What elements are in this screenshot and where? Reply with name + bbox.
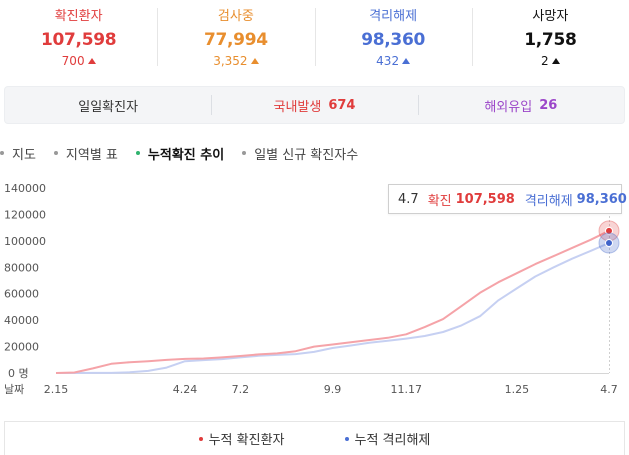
stat-testing: 검사중 77,994 3,352	[157, 0, 314, 76]
y-tick-label: 40000	[4, 314, 39, 327]
x-tick-label: 4.24	[173, 383, 198, 396]
cumulative-chart: 20000 40000 60000 80000 100000 120000 140000 0 …	[4, 182, 620, 396]
y-tick-label: 140000	[4, 182, 46, 195]
tooltip-confirmed-label: 확진	[427, 193, 452, 209]
tab-daily-new[interactable]: 일별 신규 확진자수	[242, 143, 358, 163]
y-tick-label: 60000	[4, 288, 39, 301]
daily-cases-bar: 일일확진자 국내발생 674 해외유입 26	[4, 86, 625, 124]
tab-label: 지도	[12, 147, 36, 163]
chart-tooltip: 4.7 확진 107,598 격리해제 98,360	[388, 184, 627, 214]
domestic-value: 674	[328, 97, 356, 113]
stat-label: 사망자	[532, 9, 569, 24]
y-tick-label: 120000	[4, 208, 46, 221]
domestic-label: 국내발생	[273, 99, 322, 115]
stat-delta: 432	[315, 54, 472, 68]
confirmed-end-point	[605, 226, 613, 235]
chart-tabs: 지도 지역별 표 누적확진 추이 일별 신규 확진자수	[0, 143, 376, 163]
bullet-icon	[0, 151, 4, 155]
x-tick-label: 7.2	[232, 383, 250, 396]
chart-legend: 누적 확진환자 누적 격리해제	[4, 421, 625, 455]
legend-dot-icon	[344, 436, 349, 441]
tab-label: 지역별 표	[65, 147, 118, 163]
stat-released: 격리해제 98,360 432	[314, 0, 472, 76]
delta-value: 2	[541, 54, 549, 68]
tab-map[interactable]: 지도	[0, 143, 36, 163]
bullet-icon	[135, 151, 140, 155]
overseas-label: 해외유입	[484, 99, 533, 115]
daily-label: 일일확진자	[5, 87, 211, 123]
stat-value: 1,758	[524, 30, 577, 50]
x-tick-label: 11.17	[390, 383, 422, 396]
stat-confirmed: 확진환자 107,598 700	[0, 0, 157, 76]
stat-value: 77,994	[203, 30, 268, 50]
stat-label: 확진환자	[54, 9, 103, 24]
tab-cumulative-trend[interactable]: 누적확진 추이	[135, 143, 225, 163]
stat-label: 검사중	[217, 9, 254, 24]
legend-confirmed[interactable]: 누적 확진환자	[198, 429, 285, 448]
tooltip-confirmed-value: 107,598	[455, 191, 515, 207]
legend-dot-icon	[198, 436, 203, 441]
stat-label: 격리해제	[369, 9, 418, 24]
stats-summary: 확진환자 107,598 700 검사중 77,994 3,352 격리해제 9…	[0, 0, 629, 76]
up-triangle-icon	[551, 58, 560, 64]
stat-delta: 2	[472, 54, 629, 68]
confirmed-series-line	[55, 229, 610, 374]
bullet-icon	[53, 151, 58, 155]
tooltip-date: 4.7	[398, 191, 419, 207]
y-tick-label: 0 명	[8, 367, 29, 380]
overseas-value: 26	[539, 97, 558, 113]
tab-region-table[interactable]: 지역별 표	[53, 143, 118, 163]
tooltip-released-label: 격리해제	[524, 193, 573, 209]
up-triangle-icon	[250, 58, 259, 64]
bullet-icon	[242, 151, 247, 155]
y-tick-label: 100000	[4, 235, 46, 248]
y-tick-label: 80000	[4, 261, 39, 274]
x-axis-label: 날짜	[4, 383, 24, 396]
delta-value: 432	[376, 54, 400, 68]
delta-value: 3,352	[213, 54, 248, 68]
daily-overseas: 해외유입 26	[417, 87, 624, 123]
x-tick-label: 2.15	[44, 383, 69, 396]
stat-delta: 3,352	[157, 54, 314, 68]
x-tick-label: 9.9	[324, 383, 342, 396]
stat-value: 107,598	[40, 30, 117, 50]
stat-deaths: 사망자 1,758 2	[471, 0, 629, 76]
daily-title: 일일확진자	[78, 99, 139, 115]
y-tick-label: 20000	[4, 341, 39, 354]
stat-value: 98,360	[361, 30, 426, 50]
x-tick-label: 1.25	[505, 383, 530, 396]
released-series-line	[56, 242, 610, 374]
legend-label: 누적 확진환자	[208, 433, 285, 448]
tab-label: 누적확진 추이	[147, 147, 225, 163]
up-triangle-icon	[87, 58, 96, 64]
up-triangle-icon	[402, 58, 411, 64]
legend-released[interactable]: 누적 격리해제	[344, 429, 431, 448]
x-tick-label: 4.7	[600, 383, 618, 396]
daily-domestic: 국내발생 674	[211, 87, 417, 123]
released-end-point	[605, 239, 613, 248]
tooltip-released-value: 98,360	[576, 191, 627, 207]
delta-value: 700	[61, 54, 85, 68]
stat-delta: 700	[0, 54, 157, 68]
tab-label: 일별 신규 확진자수	[254, 147, 359, 163]
legend-label: 누적 격리해제	[354, 433, 431, 448]
